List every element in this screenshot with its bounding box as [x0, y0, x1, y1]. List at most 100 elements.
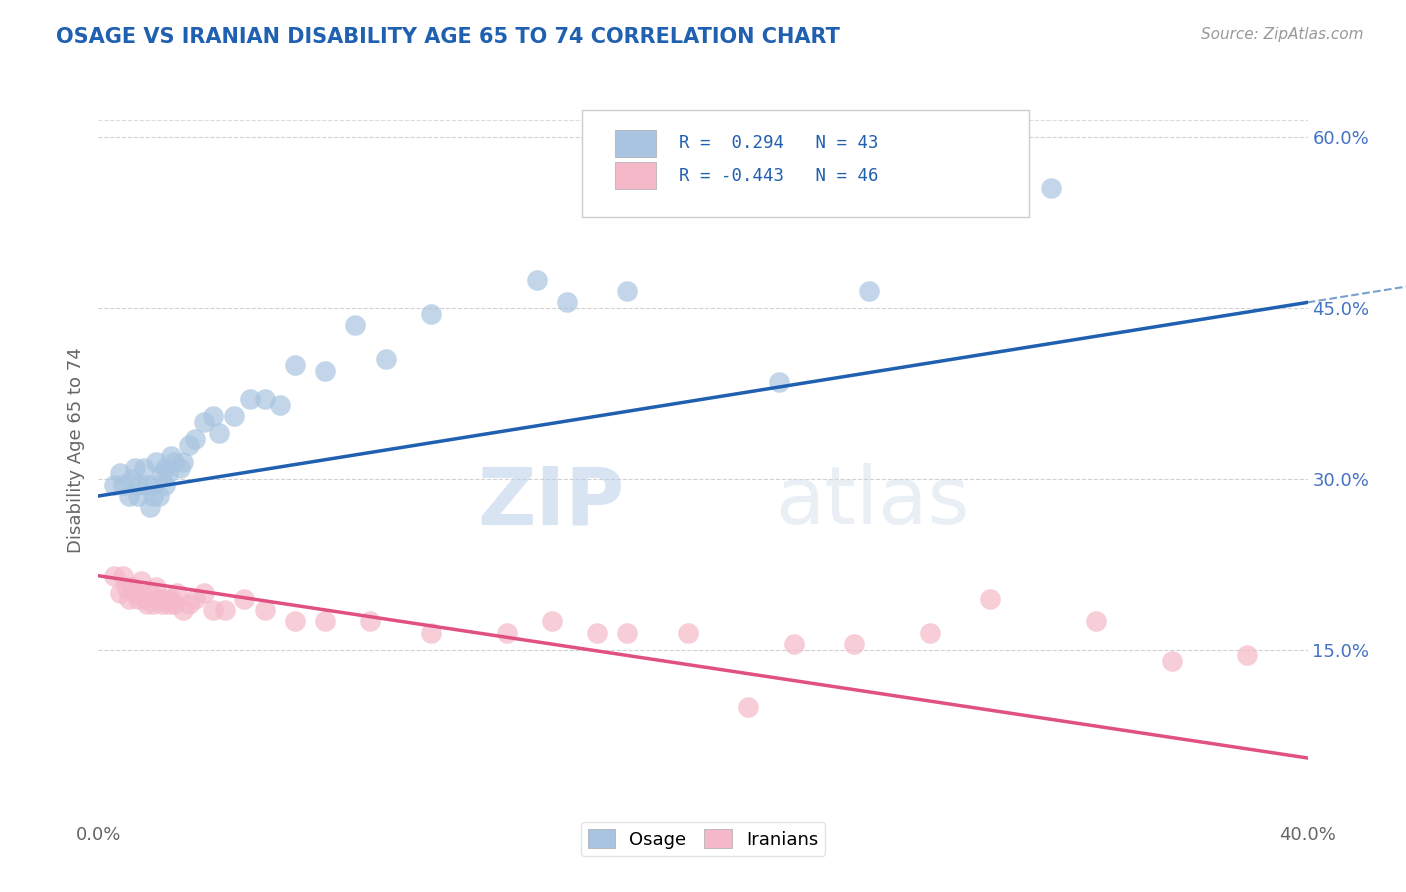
Point — [232, 591, 254, 606]
Point — [1160, 654, 1182, 668]
Point — [184, 591, 207, 606]
Point — [253, 603, 276, 617]
Point — [858, 284, 880, 298]
Point — [121, 472, 143, 486]
Text: OSAGE VS IRANIAN DISABILITY AGE 65 TO 74 CORRELATION CHART: OSAGE VS IRANIAN DISABILITY AGE 65 TO 74… — [56, 27, 841, 46]
Point — [202, 409, 225, 424]
Point — [153, 477, 176, 491]
Point — [135, 477, 157, 491]
Text: R =  0.294   N = 43: R = 0.294 N = 43 — [679, 134, 879, 153]
Point — [676, 625, 699, 640]
Point — [103, 477, 125, 491]
Point — [768, 375, 790, 389]
FancyBboxPatch shape — [582, 110, 1029, 218]
Point — [132, 591, 155, 606]
Point — [783, 637, 806, 651]
Point — [166, 586, 188, 600]
Point — [616, 625, 638, 640]
Point — [737, 699, 759, 714]
Point — [156, 597, 179, 611]
Point — [314, 364, 336, 378]
Point — [314, 615, 336, 629]
Point — [118, 591, 141, 606]
Text: atlas: atlas — [776, 463, 970, 541]
Point — [160, 449, 183, 463]
Point — [179, 597, 201, 611]
Point — [156, 467, 179, 481]
Point — [114, 580, 136, 594]
Point — [540, 615, 562, 629]
Y-axis label: Disability Age 65 to 74: Disability Age 65 to 74 — [66, 348, 84, 553]
Point — [129, 574, 152, 589]
Point — [179, 438, 201, 452]
Point — [360, 615, 382, 629]
Point — [135, 597, 157, 611]
Point — [253, 392, 276, 407]
Point — [153, 460, 176, 475]
Point — [139, 586, 162, 600]
Point — [979, 591, 1001, 606]
Point — [111, 477, 134, 491]
Point — [420, 307, 443, 321]
Text: R = -0.443   N = 46: R = -0.443 N = 46 — [679, 167, 879, 185]
Point — [208, 426, 231, 441]
Point — [284, 358, 307, 372]
Point — [127, 591, 149, 606]
Bar — [614, 130, 655, 156]
Point — [121, 580, 143, 594]
Point — [148, 489, 170, 503]
Point — [108, 467, 131, 481]
Point — [193, 586, 215, 600]
Point — [1236, 648, 1258, 663]
Point — [111, 568, 134, 582]
Point — [844, 637, 866, 651]
Text: ZIP: ZIP — [477, 463, 624, 541]
Point — [153, 591, 176, 606]
Point — [284, 615, 307, 629]
Point — [132, 460, 155, 475]
Point — [214, 603, 236, 617]
Point — [142, 489, 165, 503]
Point — [193, 415, 215, 429]
Point — [160, 591, 183, 606]
Point — [1085, 615, 1108, 629]
Point — [124, 586, 146, 600]
Point — [918, 625, 941, 640]
Point — [145, 455, 167, 469]
Point — [148, 591, 170, 606]
Point — [172, 603, 194, 617]
Point — [103, 568, 125, 582]
Legend: Osage, Iranians: Osage, Iranians — [581, 822, 825, 856]
Point — [139, 500, 162, 515]
Point — [150, 597, 173, 611]
Point — [1039, 181, 1062, 195]
Point — [163, 597, 186, 611]
Point — [184, 432, 207, 446]
Bar — [614, 162, 655, 189]
Point — [127, 489, 149, 503]
Point — [127, 477, 149, 491]
Point — [172, 455, 194, 469]
Point — [118, 489, 141, 503]
Point — [420, 625, 443, 640]
Point — [163, 455, 186, 469]
Point — [142, 597, 165, 611]
Point — [169, 460, 191, 475]
Point — [586, 625, 609, 640]
Point — [239, 392, 262, 407]
Point — [616, 284, 638, 298]
Point — [269, 398, 291, 412]
Point — [108, 586, 131, 600]
Point — [124, 460, 146, 475]
Point — [145, 580, 167, 594]
Point — [202, 603, 225, 617]
Point — [526, 272, 548, 286]
Point — [555, 295, 578, 310]
Text: Source: ZipAtlas.com: Source: ZipAtlas.com — [1201, 27, 1364, 42]
Point — [142, 477, 165, 491]
Point — [224, 409, 246, 424]
Point — [495, 625, 517, 640]
Point — [150, 467, 173, 481]
Point — [374, 352, 396, 367]
Point — [344, 318, 367, 333]
